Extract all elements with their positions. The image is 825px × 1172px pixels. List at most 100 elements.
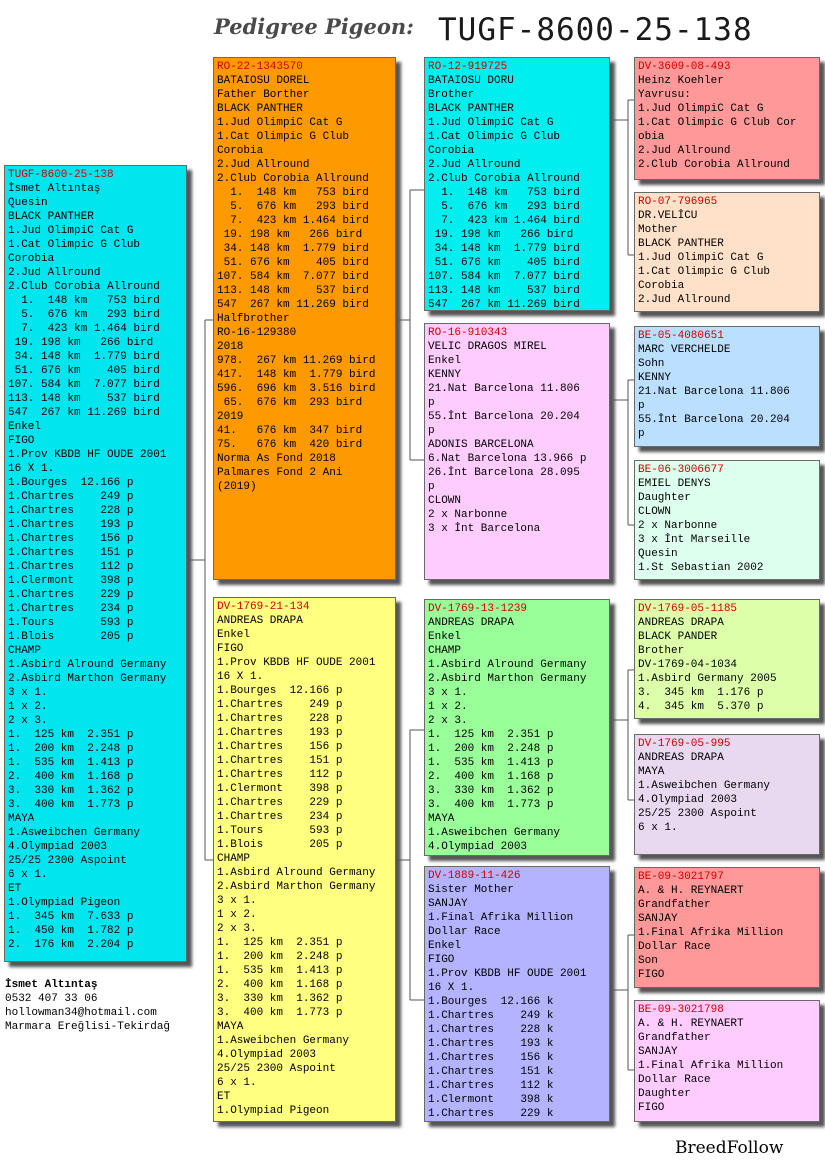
pedigree-line: ADONIS BARCELONA <box>428 439 534 451</box>
pedigree-line: Norma As Fond 2018 <box>217 453 336 465</box>
ring-number: RO-22-1343570 <box>217 61 303 73</box>
pedigree-line: Quesin <box>638 548 678 560</box>
pedigree-line: CHAMP <box>8 645 42 657</box>
pedigree-line: 2. 400 km 1.168 p <box>8 771 134 783</box>
pedigree-line: 21.Nat Barcelona 11.806 <box>638 386 790 398</box>
pedigree-line: 1.Jud OlimpiC Cat G <box>638 252 764 264</box>
pedigree-line: 1. 148 km 753 bird <box>8 295 160 307</box>
pedigree-line: KENNY <box>428 369 462 381</box>
pedigree-line: A. & H. REYNAERT <box>638 885 744 897</box>
pedigree-line: Corobia <box>428 145 475 157</box>
pedigree-line: 41. 676 km 347 bird <box>217 425 363 437</box>
pedigree-line: 1.Jud OlimpiC Cat G <box>428 117 554 129</box>
pedigree-line: 1.Chartres 234 p <box>8 603 134 615</box>
pedigree-line: 26.İnt Barcelona 28.095 <box>428 467 580 479</box>
pedigree-line: 4.Olympiad 2003 <box>217 1049 317 1061</box>
pedigree-line: 3. 400 km 1.773 p <box>217 1007 343 1019</box>
pedigree-line: 5. 676 km 293 bird <box>217 201 369 213</box>
sire-dam-card: RO-16-910343 VELIC DRAGOS MIREL Enkel KENNY… <box>424 323 610 580</box>
pedigree-line: Grandfather <box>638 899 711 911</box>
pedigree-line: 1.Bourges 12.166 p <box>8 477 134 489</box>
pedigree-line: 1.Blois 205 p <box>8 631 134 643</box>
pedigree-line: 1.Chartres 249 p <box>8 491 134 503</box>
pedigree-line: 1.Clermont 398 p <box>8 575 134 587</box>
pedigree-line: obia <box>638 131 665 143</box>
pedigree-line: 7. 423 km 1.464 bird <box>428 215 580 227</box>
pedigree-line: SANJAY <box>638 913 678 925</box>
pedigree-line: 1. 148 km 753 bird <box>428 187 580 199</box>
pedigree-line: FIGO <box>638 969 665 981</box>
pedigree-line: SANJAY <box>428 898 468 910</box>
pedigree-line: 1.Chartres 228 k <box>428 1024 554 1036</box>
pedigree-line: A. & H. REYNAERT <box>638 1018 744 1030</box>
pedigree-line: Enkel <box>8 421 42 433</box>
pedigree-line: Enkel <box>217 629 251 641</box>
pedigree-line: 3. 345 km 1.176 p <box>638 687 764 699</box>
pedigree-line: 1 x 2. <box>428 701 468 713</box>
pedigree-line: 1.Chartres 112 k <box>428 1080 554 1092</box>
ring-number: DV-3609-08-493 <box>638 61 731 73</box>
owner-phone: 0532 407 33 06 <box>5 993 98 1005</box>
pedigree-line: Corobia <box>638 280 685 292</box>
ring-number: BE-06-3006677 <box>638 464 724 476</box>
pedigree-line: 547 267 km 11.269 bird <box>428 299 580 311</box>
pedigree-line: 1.Chartres 193 p <box>217 727 343 739</box>
pedigree-line: 2.Club Corobia Allround <box>428 173 580 185</box>
pedigree-line: BATAIOSU DOREL <box>217 75 310 87</box>
pedigree-line: 3 x İnt Marseille <box>638 534 751 546</box>
pedigree-line: Enkel <box>428 355 462 367</box>
pedigree-line: BLACK PANTHER <box>428 103 514 115</box>
pedigree-line: ANDREAS DRAPA <box>217 615 303 627</box>
pedigree-line: 1. 125 km 2.351 p <box>217 937 343 949</box>
sire-sire-card: RO-12-919725 BATAIOSU DORU Brother BLACK PA… <box>424 57 610 311</box>
pedigree-line: 1.Asbird Alround Germany <box>428 659 587 671</box>
pedigree-line: 2.Jud Allround <box>638 294 731 306</box>
subject-pigeon-card: TUGF-8600-25-138 İsmet Altıntaş Quesin BLAC… <box>4 165 187 962</box>
pedigree-line: 1.Chartres 249 p <box>217 699 343 711</box>
pedigree-line: 3 x 1. <box>8 687 48 699</box>
pedigree-line: Quesin <box>8 197 48 209</box>
pedigree-line: 1.Cat Olimpic G Club <box>638 266 771 278</box>
dam-sire-dam-card: DV-1769-05-995 ANDREAS DRAPA MAYA 1.Asweibc… <box>634 734 820 855</box>
pedigree-line: 1.Asbird Alround Germany <box>8 659 167 671</box>
pedigree-line: 1. 535 km 1.413 p <box>8 757 134 769</box>
pedigree-line: 1. 125 km 2.351 p <box>428 729 554 741</box>
pedigree-line: Brother <box>638 645 685 657</box>
pedigree-line: 1.Chartres 151 p <box>8 547 134 559</box>
pedigree-line: 1.Chartres 228 p <box>8 505 134 517</box>
pedigree-line: Sohn <box>638 358 665 370</box>
sire-card: RO-22-1343570 BATAIOSU DOREL Father Borthe… <box>213 57 396 580</box>
pedigree-line: 1.Olympiad Pigeon <box>217 1105 330 1117</box>
sire-dam-sire-card: BE-05-4080651 MARC VERCHELDE Sohn KENNY 21.N… <box>634 326 820 447</box>
pedigree-line: BLACK PANTHER <box>8 211 94 223</box>
pedigree-line: 1.Tours 593 p <box>217 825 343 837</box>
pedigree-line: 6 x 1. <box>8 869 48 881</box>
pedigree-line: 2. 400 km 1.168 p <box>217 979 343 991</box>
pedigree-line: 107. 584 km 7.077 bird <box>428 271 580 283</box>
pedigree-line: 1.Clermont 398 k <box>428 1094 554 1106</box>
sire-dam-dam-card: BE-06-3006677 EMIEL DENYS Daughter CLOWN 2 x… <box>634 460 820 580</box>
pedigree-line: MAYA <box>428 813 455 825</box>
pedigree-line: 3 x İnt Barcelona <box>428 523 541 535</box>
pedigree-line: 21.Nat Barcelona 11.806 <box>428 383 580 395</box>
pedigree-line: Palmares Fond 2 Ani <box>217 467 343 479</box>
pedigree-line: 6.Nat Barcelona 13.966 p <box>428 453 587 465</box>
owner-email[interactable]: hollowman34@hotmail.com <box>5 1007 157 1019</box>
pedigree-line: Brother <box>428 89 475 101</box>
pedigree-line: 596. 696 km 3.516 bird <box>217 383 376 395</box>
pedigree-line: 1.Bourges 12.166 k <box>428 996 554 1008</box>
pedigree-line: 107. 584 km 7.077 bird <box>217 271 369 283</box>
pedigree-line: CLOWN <box>428 495 462 507</box>
ring-number: BE-09-3021797 <box>638 871 724 883</box>
pedigree-line: RO-16-129380 <box>217 327 297 339</box>
pedigree-line: 1. 345 km 7.633 p <box>8 911 134 923</box>
pedigree-line: Dollar Race <box>428 926 501 938</box>
dam-sire-sire-card: DV-1769-05-1185 ANDREAS DRAPA BLACK PANDER… <box>634 599 820 719</box>
sire-sire-sire-card: DV-3609-08-493 Heinz Koehler Yavrusu: 1.Jud… <box>634 57 820 180</box>
owner-city: Marmara Ereğlisi-Tekirdağ <box>5 1021 171 1033</box>
pedigree-line: 1.Chartres 193 k <box>428 1038 554 1050</box>
pedigree-line: Halfbrother <box>217 313 290 325</box>
pedigree-line: 25/25 2300 Aspoint <box>8 855 127 867</box>
pedigree-line: 1.Asweibchen Germany <box>428 827 561 839</box>
